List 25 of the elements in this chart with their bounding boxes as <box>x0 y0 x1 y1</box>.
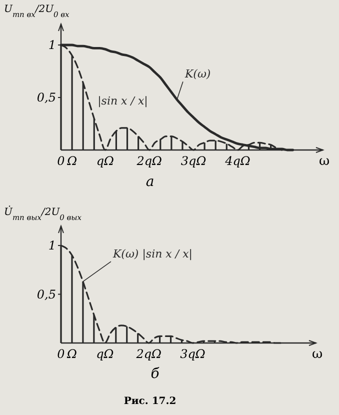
x-tick-label: qΩ <box>96 347 114 361</box>
x-tick-label: 2qΩ <box>136 154 162 168</box>
y-tick-label: 1 <box>48 238 56 252</box>
text: б <box>150 366 160 382</box>
x-tick-label: 3qΩ <box>180 154 206 168</box>
text: а <box>146 174 154 190</box>
x-axis-title: ω <box>312 347 323 362</box>
x-tick-label: Ω <box>66 347 77 361</box>
series-label: K(ω) <box>184 68 211 81</box>
x-tick-label: Ω <box>66 154 78 168</box>
y-tick-label: 1 <box>48 38 56 52</box>
x-axis-title: ω <box>319 154 330 169</box>
x-tick-label: qΩ <box>96 154 114 168</box>
text: Рис. 17.2 <box>124 396 176 407</box>
y-tick-label: 0,5 <box>36 90 56 104</box>
x-tick-label: 2qΩ <box>135 347 162 361</box>
text: K(ω) |sin x / x| <box>112 248 192 261</box>
x-tick-label: 0 <box>57 347 66 361</box>
series-label: |sin x / x| <box>98 94 148 108</box>
x-tick-label: 3qΩ <box>180 347 206 361</box>
y-tick-label: 0,5 <box>36 287 56 302</box>
y-axis-title: U̇$_{mn вых}$/2U$_{0 вых}$ <box>4 205 82 222</box>
x-tick-label: 4qΩ <box>224 154 250 168</box>
y-axis-title: U$_{mn вх}$/2U$_{0 вх}$ <box>4 4 70 18</box>
x-tick-label: 0 <box>57 154 66 168</box>
